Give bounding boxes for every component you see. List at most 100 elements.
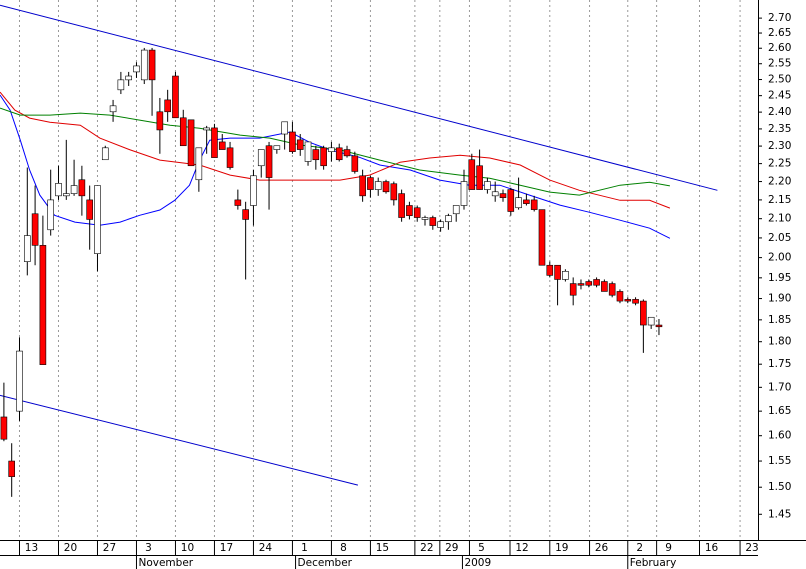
candle-body [460,181,468,206]
line-series [0,94,671,239]
candle-body [546,264,554,276]
axes: 1.45 1.50 1.55 1.60 1.65 1.70 1.75 1.80 1.85 1.90… [18,12,791,569]
y-tick-label: 1.50 [768,481,791,493]
line-series [0,4,718,191]
candle-body [172,75,179,119]
candle-body [226,147,234,168]
x-tick-label: 2 [636,542,643,554]
candle-body [437,221,444,228]
y-tick-label: 2.25 [768,158,791,170]
y-tick-label: 1.60 [768,430,791,442]
candle-body [281,121,288,135]
candle-body [390,183,398,201]
candle-body [554,264,561,280]
candle-body [616,291,624,302]
candle-body [359,175,366,197]
y-tick-label: 1.70 [768,381,791,393]
candle-body [562,271,569,280]
y-tick-label: 1.45 [768,508,791,520]
candle-body [47,199,54,231]
candle-body [452,205,460,215]
candle-body [577,283,585,286]
y-tick-label: 2.60 [768,42,791,54]
candle-body [101,147,109,161]
y-tick-label: 2.70 [768,12,791,24]
candle-body [78,179,86,197]
candle-body [187,119,195,167]
y-tick-label: 2.05 [768,232,791,244]
candle-body [569,283,577,296]
candle-body [312,149,320,161]
candle-body [117,79,125,91]
line-series [0,394,359,486]
candle-body [413,207,421,218]
candle-body [320,147,327,167]
line-series [0,107,670,196]
x-tick-label: 19 [555,542,568,554]
candle-body [476,165,483,190]
candle-body [507,189,515,212]
candle-body [16,350,23,412]
candle-body [421,217,429,220]
y-tick-label: 2.45 [768,90,791,102]
candle-body [601,281,608,292]
y-tick-label: 1.95 [768,272,791,284]
y-tick-label: 2.15 [768,194,791,206]
y-tick-label: 2.35 [768,123,791,135]
candle-body [484,181,491,190]
candle-body [31,213,39,246]
candle-body [624,299,632,302]
candle-body [374,181,382,190]
candle-body [468,159,476,190]
candle-body [608,283,616,296]
y-tick-label: 1.85 [768,314,791,326]
x-tick-label: 20 [64,542,77,554]
candle-body [289,131,296,152]
x-tick-label: 12 [515,542,528,554]
candle-body [655,324,663,328]
x-tick-label: 24 [259,542,273,554]
candle-body [445,215,452,223]
x-tick-label: 27 [103,542,116,554]
candle-body [367,177,374,190]
x-tick-label: 1 [301,542,308,554]
candle-body [351,155,359,172]
candle-body [148,49,156,81]
candle-body [125,75,132,81]
y-tick-label: 2.10 [768,213,791,225]
x-tick-label: 10 [181,542,194,554]
y-tick-label: 2.40 [768,106,791,118]
candle-body [304,141,312,162]
x-tick-label: 9 [665,542,672,554]
candle-body [647,316,655,326]
month-label: February [630,557,677,569]
x-tick-label: 17 [220,542,233,554]
candle-body [242,209,249,220]
candle-body [538,209,546,266]
candle-body [218,141,226,150]
candle-body [234,199,242,206]
month-label: November [138,557,193,569]
candle-body [429,217,437,226]
candle-body [523,199,530,204]
plot-area [0,4,718,497]
y-tick-label: 1.80 [768,336,791,348]
y-tick-label: 2.00 [768,252,791,264]
y-tick-label: 2.65 [768,27,791,39]
candle-body [328,147,335,152]
y-tick-label: 2.55 [768,58,791,70]
candle-body [382,181,390,193]
x-tick-label: 3 [145,542,152,554]
candle-body [640,300,647,326]
candle-body [8,460,15,477]
y-tick-label: 1.65 [768,405,791,417]
y-tick-label: 2.20 [768,176,791,188]
candle-body [499,193,507,198]
candle-body [257,149,265,167]
line-series [0,91,671,209]
y-tick-label: 1.75 [768,358,791,370]
candle-body [398,193,405,218]
x-tick-label: 22 [420,542,433,554]
